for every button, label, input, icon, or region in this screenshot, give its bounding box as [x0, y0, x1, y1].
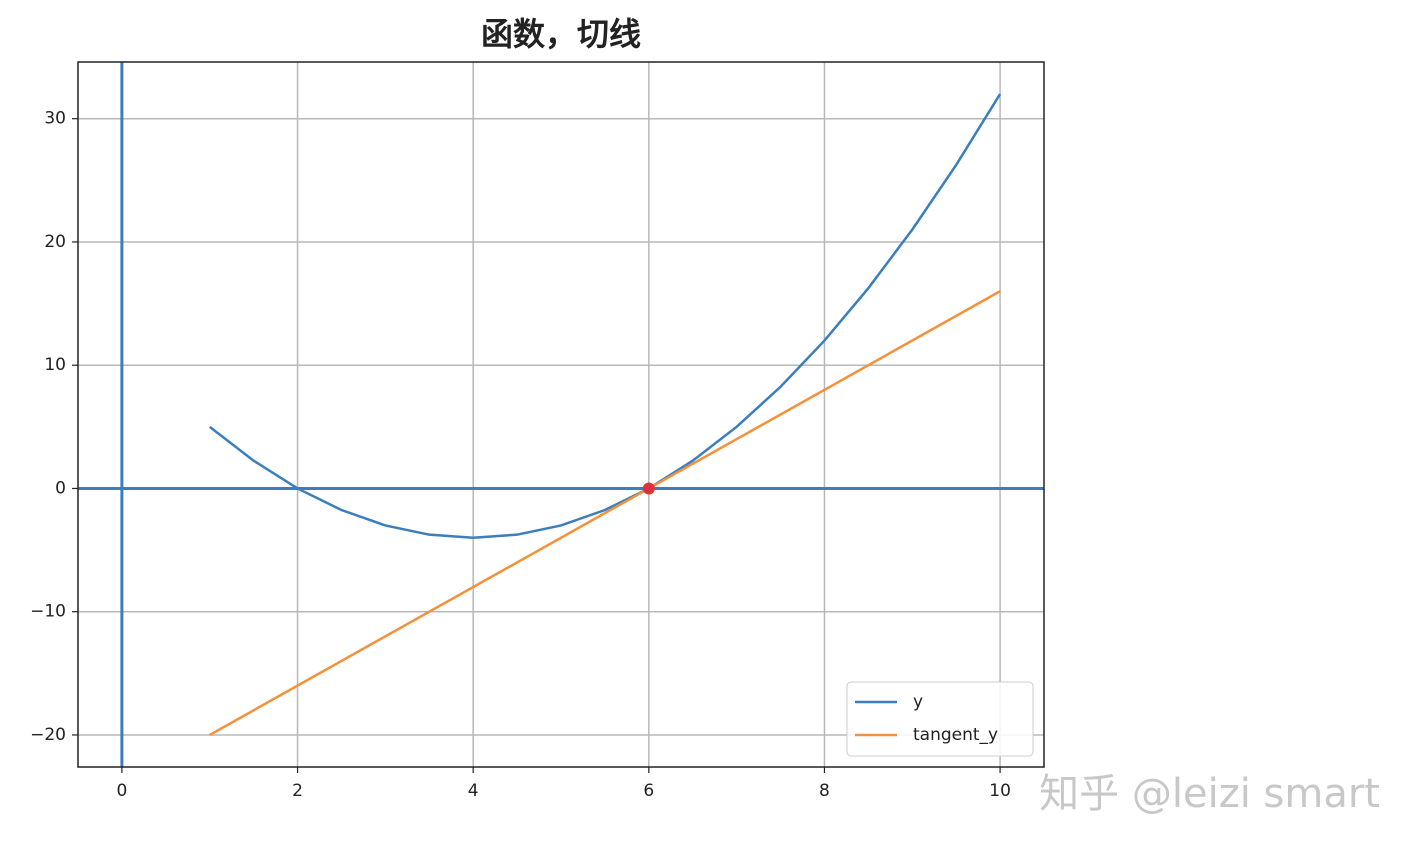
y-tick-label: 30 — [44, 109, 66, 129]
y-tick-label: 0 — [55, 478, 66, 498]
legend-label: y — [913, 692, 923, 712]
legend-label: tangent_y — [913, 725, 998, 745]
chart-title: 函数，切线 — [481, 15, 641, 53]
series-line — [208, 93, 1002, 540]
y-tick-label: 20 — [44, 232, 66, 252]
plot-frame — [77, 61, 1045, 768]
watermark: 知乎 @leizi smart — [1039, 771, 1380, 817]
x-tick-label: 0 — [116, 781, 127, 801]
x-tick-label: 10 — [989, 781, 1011, 801]
x-tick-label: 8 — [819, 781, 830, 801]
x-tick-label: 4 — [468, 781, 479, 801]
series-line — [209, 290, 1001, 737]
legend-box — [846, 681, 1034, 757]
y-tick-label: 10 — [44, 355, 66, 375]
x-tick-label: 6 — [643, 781, 654, 801]
y-tick-label: −10 — [30, 602, 66, 622]
tangent-point — [642, 482, 655, 495]
y-tick-label: −20 — [30, 725, 66, 745]
x-tick-label: 2 — [292, 781, 303, 801]
